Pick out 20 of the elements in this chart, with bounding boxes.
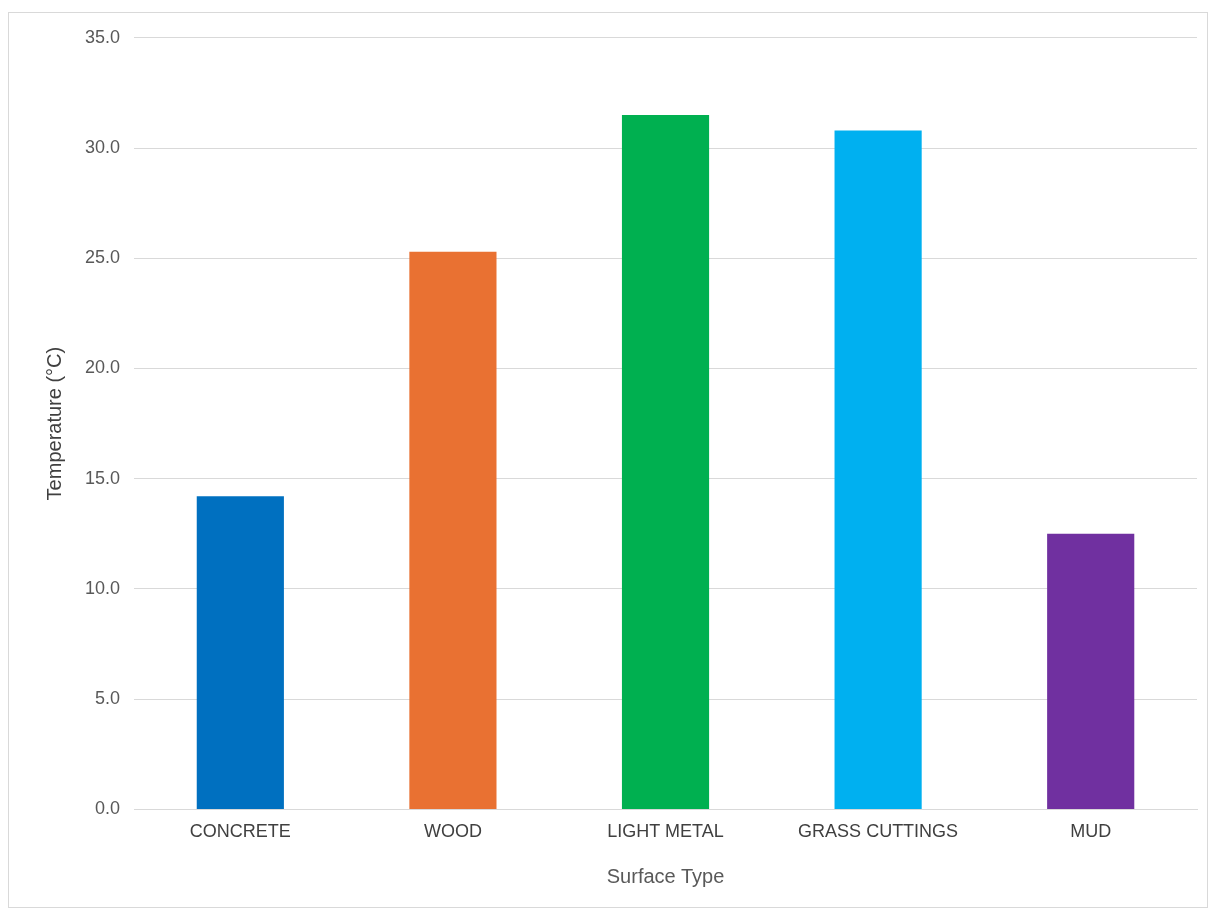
x-tick-label: WOOD [423,821,482,842]
y-tick-label: 20.0 [84,357,121,378]
bar [196,496,284,809]
y-tick-label: 35.0 [84,26,121,47]
x-tick-label: GRASS CUTTINGS [798,821,959,842]
bar [1047,533,1135,809]
x-axis-title: Surface Type [606,864,725,887]
x-tick-label: LIGHT METAL [607,821,724,842]
y-tick-label: 30.0 [84,137,121,157]
y-tick-label: 10.0 [84,577,121,598]
y-tick-label: 15.0 [84,467,121,488]
x-tick-label: CONCRETE [189,821,291,842]
y-tick-label: 5.0 [95,688,121,709]
y-tick-label: 25.0 [84,247,121,268]
x-tick-label: MUD [1070,821,1112,842]
bar [621,114,710,809]
y-tick-label: 0.0 [95,798,121,819]
bar [409,251,497,809]
y-axis-title: Temperature (°C) [42,346,65,501]
bar [834,130,922,809]
